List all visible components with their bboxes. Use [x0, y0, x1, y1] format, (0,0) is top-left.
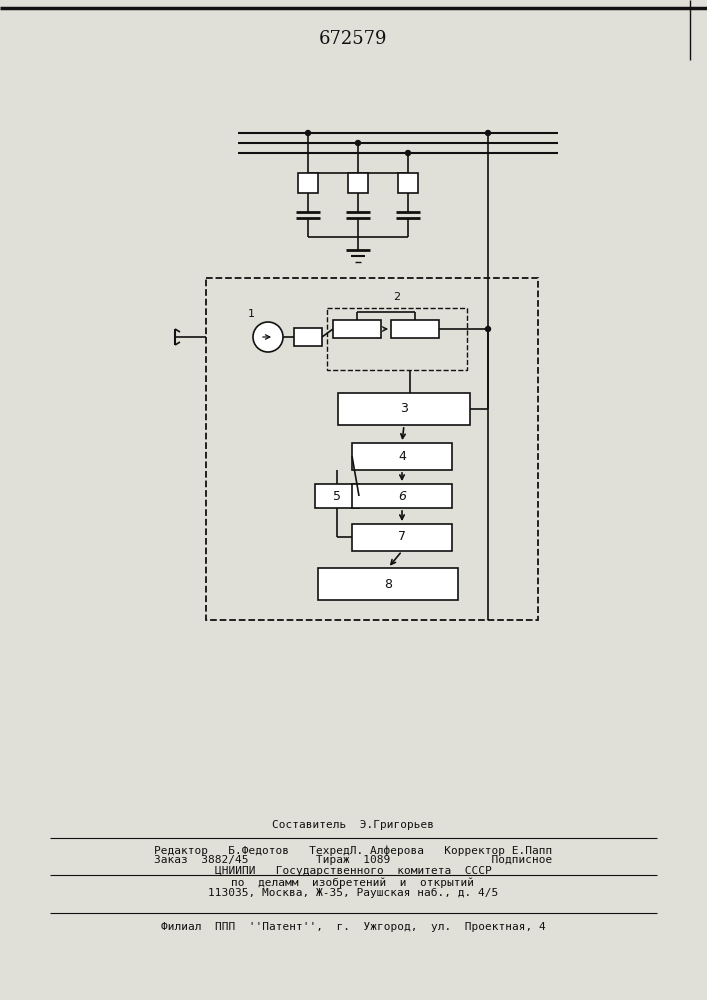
Text: 6: 6: [398, 489, 406, 502]
Text: Составитель  Э.Григорьев: Составитель Э.Григорьев: [272, 820, 434, 830]
Bar: [338, 393, 470, 425]
Text: 2: 2: [393, 292, 401, 302]
Text: Заказ  3882/45          Тираж  1089               Подписное: Заказ 3882/45 Тираж 1089 Подписное: [154, 855, 552, 865]
Circle shape: [486, 326, 491, 332]
Bar: [352, 524, 452, 551]
Text: Редактор   Б.Федотов   ТехредЛ. Алферова   Корректор Е.Папп: Редактор Б.Федотов ТехредЛ. Алферова Кор…: [154, 845, 552, 856]
Bar: [327, 308, 467, 370]
Text: ЦНИИПИ   Государственного  комитета  СССР: ЦНИИПИ Государственного комитета СССР: [215, 866, 491, 876]
Bar: [298, 173, 318, 193]
Text: 3: 3: [400, 402, 408, 416]
Bar: [318, 568, 458, 600]
Text: 7: 7: [398, 530, 406, 544]
Circle shape: [406, 150, 411, 155]
Text: 5: 5: [333, 489, 341, 502]
Circle shape: [305, 130, 310, 135]
Bar: [206, 278, 538, 620]
Text: 113035, Москва, Ж-35, Раушская наб., д. 4/5: 113035, Москва, Ж-35, Раушская наб., д. …: [208, 888, 498, 898]
Circle shape: [486, 130, 491, 135]
Bar: [352, 484, 452, 508]
Text: 8: 8: [384, 578, 392, 590]
Bar: [352, 443, 452, 470]
Circle shape: [253, 322, 283, 352]
Bar: [398, 173, 418, 193]
Bar: [391, 320, 439, 338]
Bar: [294, 328, 322, 346]
Text: по  деламм  изобретений  и  открытий: по деламм изобретений и открытий: [231, 877, 474, 888]
Circle shape: [356, 140, 361, 145]
Text: Филиал  ППП  ''Патент'',  г.  Ужгород,  ул.  Проектная, 4: Филиал ППП ''Патент'', г. Ужгород, ул. П…: [160, 922, 545, 932]
Bar: [333, 320, 381, 338]
Bar: [315, 484, 359, 508]
Text: 1: 1: [248, 309, 255, 319]
Text: 4: 4: [398, 450, 406, 462]
Text: 672579: 672579: [319, 30, 387, 48]
Bar: [348, 173, 368, 193]
